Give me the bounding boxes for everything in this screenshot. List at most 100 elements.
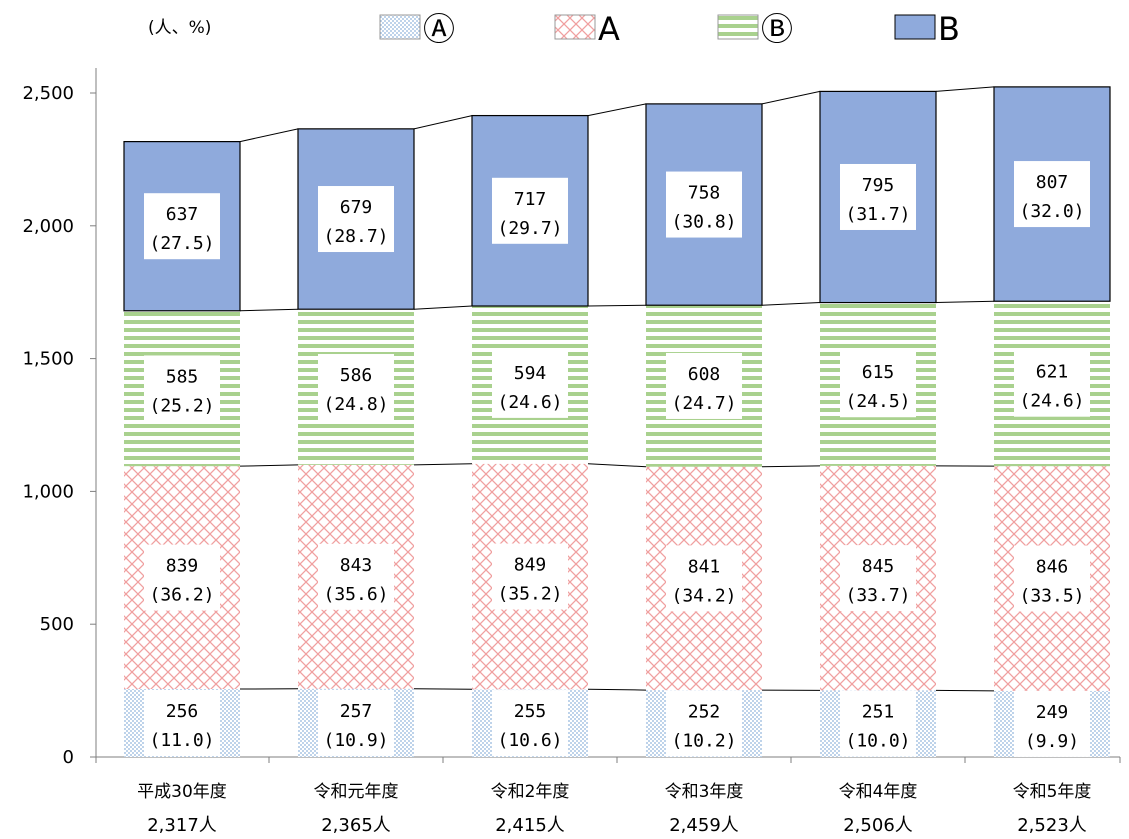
data-label-value: 758 [688,183,721,204]
data-label-percent: (28.7) [323,226,388,247]
data-label-value: 594 [514,363,547,384]
data-label-value: 621 [1036,362,1069,383]
data-label-value: 257 [340,701,373,722]
legend-swatch [717,14,759,40]
data-label-value: 679 [340,197,373,218]
bar-segment [297,128,415,310]
data-label-percent: (24.6) [1019,391,1084,412]
data-label-value: 255 [514,701,547,722]
data-label-box [144,544,220,611]
connector-line [413,688,473,690]
x-total-label: 2,506人 [843,815,913,836]
data-label-value: 586 [340,365,373,386]
legend-swatch [554,14,596,40]
data-label-value: 252 [688,702,721,723]
data-label-percent: (32.0) [1019,201,1084,222]
x-category-label: 令和5年度 [1013,782,1092,802]
data-label-box [666,690,742,757]
data-label-box [318,689,394,756]
connector-lines [239,86,995,692]
data-label-percent: (35.2) [497,584,562,605]
data-label-box [666,352,742,419]
y-tick-label: 1,500 [22,349,74,370]
x-category-label: 令和2年度 [491,782,570,802]
legend-label: Ⓐ [423,10,455,48]
data-label-percent: (34.2) [671,585,736,606]
data-label-percent: (33.5) [1019,586,1084,607]
y-tick-label: 2,500 [22,83,74,104]
connector-line [239,308,299,312]
x-category-label: 平成30年度 [137,782,227,802]
x-category-label: 令和元年度 [314,782,399,802]
data-label-value: 256 [166,701,199,722]
data-label-value: 839 [166,556,199,577]
data-label-box [666,545,742,612]
data-label-percent: (24.5) [845,391,910,412]
data-label-value: 249 [1036,702,1069,723]
data-label-percent: (24.8) [323,394,388,415]
y-ticks: 0 500 1,000 1,500 2,000 2,500 [22,83,1121,768]
data-label-percent: (35.6) [323,584,388,605]
data-label-percent: (31.7) [845,204,910,225]
legend-label: A [598,10,620,48]
data-label-box [666,171,742,238]
data-label-box [1014,690,1090,757]
connector-line [413,305,473,310]
data-label-percent: (30.8) [671,212,736,233]
data-label-box [318,186,394,253]
data-label-percent: (29.7) [497,218,562,239]
data-label-box [492,177,568,244]
data-label-value: 841 [688,556,721,577]
bars [123,86,1111,757]
data-label-percent: (25.2) [149,395,214,416]
x-total-label: 2,317人 [147,815,217,836]
data-label-box [1014,161,1090,228]
x-total-label: 2,459人 [669,815,739,836]
x-total-label: 2,415人 [495,815,565,836]
data-label-value: 717 [514,189,547,210]
y-tick-label: 2,000 [22,216,74,237]
data-label-percent: (10.2) [671,731,736,752]
bar-segment [993,86,1111,302]
legend-label: B [938,10,960,48]
data-label-value: 845 [862,556,895,577]
connector-line [761,302,821,306]
data-label-percent: (36.2) [149,585,214,606]
legend-label: Ⓑ [761,10,793,48]
data-label-value: 843 [340,555,373,576]
data-label-value: 807 [1036,172,1069,193]
connector-line [935,86,995,92]
legend: Ⓐ A Ⓑ B [379,10,960,48]
data-label-box [144,355,220,422]
data-label-box [492,543,568,610]
connector-line [239,128,299,143]
data-label-value: 608 [688,364,721,385]
data-label-percent: (10.9) [323,730,388,751]
connector-line [239,464,299,467]
data-label-value: 615 [862,362,895,383]
connector-line [413,115,473,130]
data-label-box [318,354,394,421]
data-label-value: 637 [166,204,199,225]
data-label-percent: (10.0) [845,731,910,752]
x-total-label: 2,365人 [321,815,391,836]
data-label-box [840,351,916,418]
data-label-box [840,545,916,612]
connector-line [935,689,995,692]
x-labels: 平成30年度 2,317人 令和元年度 2,365人 令和2年度 2,415人 令和3年度 2… [137,782,1091,836]
data-label-percent: (10.6) [497,730,562,751]
connector-line [587,304,647,307]
y-tick-label: 0 [63,747,74,768]
data-label-box [144,193,220,260]
legend-swatch [894,14,936,40]
data-label-box [1014,545,1090,612]
data-label-percent: (24.6) [497,392,562,413]
data-label-value: 795 [862,175,895,196]
connector-line [761,465,821,468]
data-label-percent: (24.7) [671,393,736,414]
data-label-percent: (9.9) [1025,731,1079,752]
y-tick-label: 1,000 [22,481,74,502]
data-label-box [840,163,916,230]
connector-line [935,300,995,304]
